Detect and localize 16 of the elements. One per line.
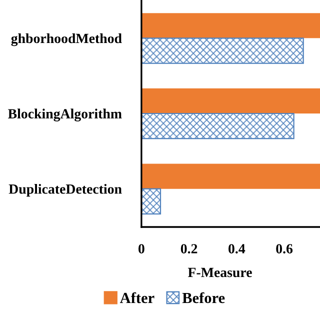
x-tick-label: 0.6 [276, 244, 293, 254]
bar [141, 164, 320, 189]
x-axis-title: F-Measure [188, 268, 252, 278]
x-tick-label: 0.2 [180, 244, 198, 254]
y-tick-label: DuplicateDetection [8, 184, 122, 197]
x-tick-label: 0.4 [228, 244, 246, 254]
bar [141, 112, 294, 140]
bar [141, 88, 320, 114]
bar [141, 13, 320, 38]
bar [141, 188, 162, 214]
x-tick-label: 0 [138, 244, 144, 254]
legend-label: Before [182, 292, 225, 304]
legend-label: After [120, 292, 154, 304]
y-tick-label: BlockingAlgorithm [8, 108, 122, 122]
bar [141, 38, 304, 64]
y-tick-label: ghborhoodMethod [11, 33, 122, 46]
